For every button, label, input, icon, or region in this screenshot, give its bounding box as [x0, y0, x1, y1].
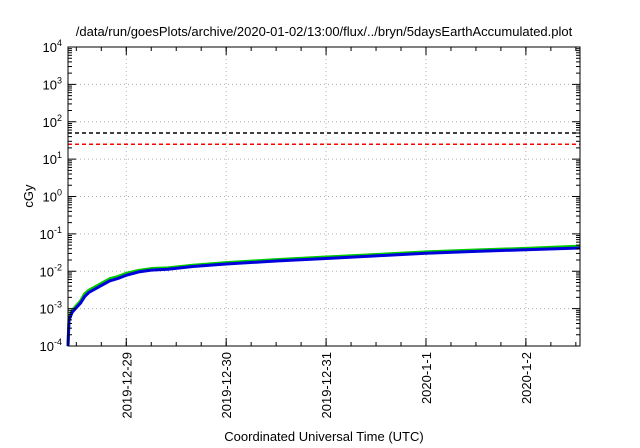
y-tick-label: 10-2 — [40, 262, 62, 279]
y-tick-base: 10 — [43, 115, 57, 130]
y-tick-exponent: 3 — [57, 75, 62, 85]
y-tick-exponent: 2 — [57, 113, 62, 123]
x-tick-label: 2020-1-1 — [419, 352, 434, 404]
y-tick-base: 10 — [40, 264, 54, 279]
y-tick-base: 10 — [43, 77, 57, 92]
y-tick-exponent: -1 — [54, 225, 62, 235]
x-tick-label: 2019-12-29 — [119, 352, 134, 419]
y-tick-base: 10 — [43, 40, 57, 55]
y-axis-label: cGy — [21, 184, 36, 208]
y-tick-base: 10 — [43, 152, 57, 167]
y-tick-label: 104 — [43, 38, 62, 55]
y-tick-exponent: 0 — [57, 188, 62, 198]
y-tick-base: 10 — [43, 190, 57, 205]
y-tick-label: 101 — [43, 150, 62, 167]
grid-lines — [68, 47, 580, 346]
y-tick-label: 100 — [43, 188, 62, 205]
y-tick-exponent: -4 — [54, 337, 62, 347]
series-line-2 — [66, 246, 581, 347]
y-tick-exponent: -3 — [54, 300, 62, 310]
y-tick-label: 10-1 — [40, 225, 62, 242]
x-tick-label: 2020-1-2 — [519, 352, 534, 404]
y-tick-base: 10 — [40, 302, 54, 317]
y-tick-exponent: 4 — [57, 38, 62, 48]
y-tick-label: 102 — [43, 113, 62, 130]
series-line-1 — [66, 244, 581, 347]
y-tick-label: 103 — [43, 75, 62, 92]
chart-title: /data/run/goesPlots/archive/2020-01-02/1… — [76, 24, 573, 39]
y-tick-label: 10-3 — [40, 300, 62, 317]
threshold-lines — [68, 132, 580, 146]
y-tick-exponent: 1 — [57, 150, 62, 160]
axis-ticks: 10-410-310-210-11001011021031042019-12-2… — [40, 38, 580, 419]
series-lines — [66, 244, 581, 347]
y-tick-label: 10-4 — [40, 337, 62, 354]
y-tick-base: 10 — [40, 227, 54, 242]
x-tick-label: 2019-12-30 — [219, 352, 234, 419]
x-tick-label: 2019-12-31 — [319, 352, 334, 419]
y-tick-exponent: -2 — [54, 262, 62, 272]
y-tick-base: 10 — [40, 339, 54, 354]
x-axis-label: Coordinated Universal Time (UTC) — [224, 429, 423, 444]
